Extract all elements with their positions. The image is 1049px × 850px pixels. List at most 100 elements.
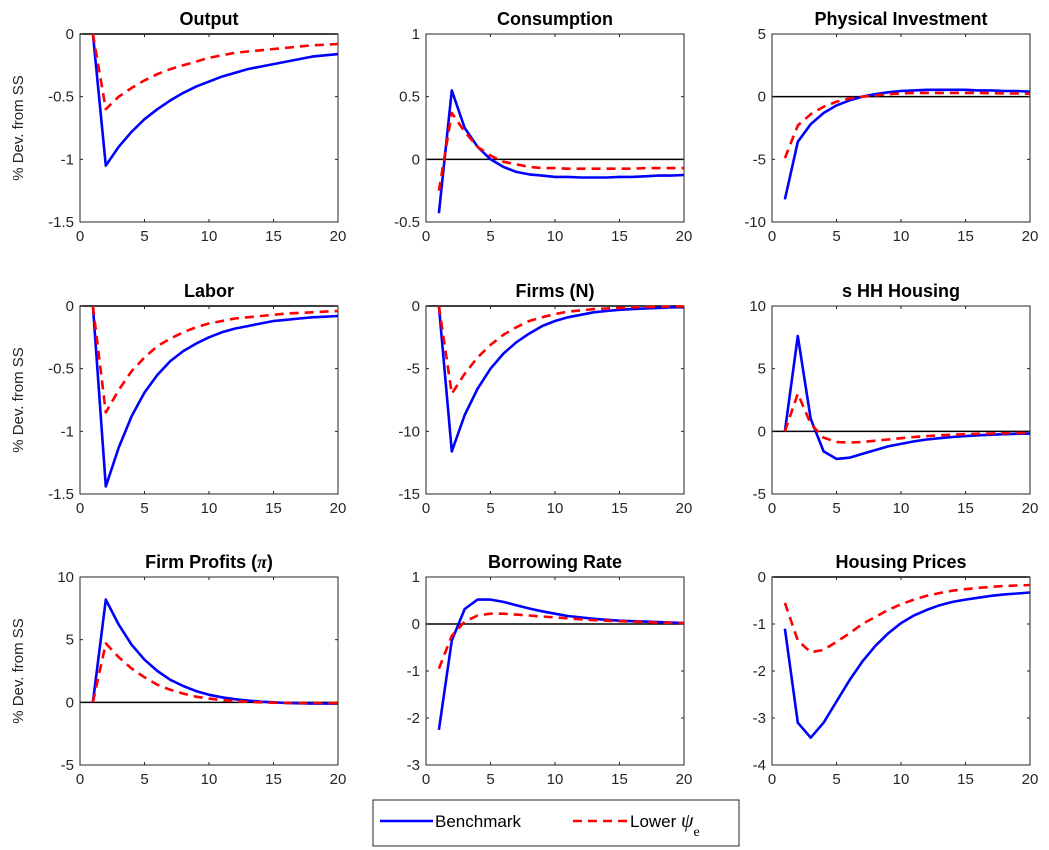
y-tick-label: -1 xyxy=(407,663,420,680)
x-tick-label: 15 xyxy=(957,500,974,517)
x-tick-label: 10 xyxy=(893,771,910,788)
y-axis-label: % Dev. from SS xyxy=(10,347,27,453)
y-tick-label: -2 xyxy=(407,710,420,727)
y-tick-label: -1.5 xyxy=(48,214,74,231)
x-tick-label: 0 xyxy=(422,771,430,788)
x-tick-label: 10 xyxy=(201,500,218,517)
subplot-title: Physical Investment xyxy=(814,9,987,29)
x-tick-label: 0 xyxy=(76,228,84,245)
y-tick-label: -1.5 xyxy=(48,486,74,503)
y-tick-label: 0 xyxy=(758,569,766,586)
y-tick-label: 5 xyxy=(758,26,766,43)
series-lower-psi-e xyxy=(783,583,1031,654)
subplot-4: 0 5 10 15 20 -15 -10 -5 0 Firms (N) xyxy=(398,281,692,517)
y-tick-label: -5 xyxy=(753,486,766,503)
y-tick-label: -5 xyxy=(407,361,420,378)
axes-box xyxy=(425,305,685,495)
x-tick-label: 5 xyxy=(140,228,148,245)
x-tick-label: 15 xyxy=(265,500,282,517)
x-tick-label: 5 xyxy=(832,771,840,788)
subplot-title: Firms (N) xyxy=(515,281,594,301)
legend: Benchmark Lower ψe xyxy=(372,799,740,847)
x-tick-label: 15 xyxy=(611,771,628,788)
y-tick-label: 0 xyxy=(758,89,766,106)
y-tick-label: 0 xyxy=(412,298,420,315)
x-tick-label: 0 xyxy=(422,500,430,517)
y-tick-label: -15 xyxy=(398,486,420,503)
y-tick-label: -3 xyxy=(407,757,420,774)
series-benchmark xyxy=(783,88,1031,200)
y-tick-label: 0.5 xyxy=(399,89,420,106)
y-tick-label: -5 xyxy=(753,151,766,168)
x-tick-label: 5 xyxy=(486,500,494,517)
x-tick-label: 15 xyxy=(265,771,282,788)
x-tick-label: 5 xyxy=(140,771,148,788)
y-tick-label: -3 xyxy=(753,710,766,727)
x-tick-label: 20 xyxy=(330,500,347,517)
x-tick-label: 0 xyxy=(768,228,776,245)
x-tick-label: 10 xyxy=(201,228,218,245)
subplot-title: Housing Prices xyxy=(835,552,966,572)
x-tick-label: 15 xyxy=(957,771,974,788)
x-tick-label: 0 xyxy=(422,228,430,245)
series-lower-psi-e xyxy=(783,392,1031,444)
axes-box xyxy=(79,305,339,495)
x-tick-label: 10 xyxy=(893,500,910,517)
x-tick-label: 15 xyxy=(265,228,282,245)
y-tick-label: 5 xyxy=(758,361,766,378)
x-tick-label: 20 xyxy=(676,500,693,517)
y-tick-label: 0 xyxy=(758,423,766,440)
subplot-0: 0 5 10 15 20 -1.5 -1 -0.5 0 Output % Dev. from SS xyxy=(10,9,346,245)
x-tick-label: 20 xyxy=(330,228,347,245)
x-tick-label: 0 xyxy=(768,771,776,788)
series-benchmark xyxy=(783,591,1031,740)
x-tick-label: 0 xyxy=(768,500,776,517)
series-lower-psi-e xyxy=(437,111,684,191)
x-tick-label: 15 xyxy=(611,500,628,517)
y-tick-label: 10 xyxy=(57,569,74,586)
x-tick-label: 0 xyxy=(76,771,84,788)
y-tick-label: -1 xyxy=(61,151,74,168)
x-tick-label: 20 xyxy=(1022,771,1039,788)
y-tick-label: -4 xyxy=(753,757,766,774)
axes-box xyxy=(79,576,339,766)
x-tick-label: 5 xyxy=(486,771,494,788)
series-lower-psi-e xyxy=(91,33,339,111)
subplot-2: 0 5 10 15 20 -10 -5 0 5 Physical Investment xyxy=(744,9,1038,245)
y-tick-label: 10 xyxy=(749,298,766,315)
y-tick-label: 1 xyxy=(412,26,420,43)
series-benchmark xyxy=(91,305,339,488)
axes-box xyxy=(79,33,339,223)
legend-label-lower: Lower ψe xyxy=(630,810,700,840)
x-tick-label: 5 xyxy=(832,500,840,517)
y-tick-label: -0.5 xyxy=(48,361,74,378)
series-lower-psi-e xyxy=(437,305,685,396)
x-tick-label: 0 xyxy=(76,500,84,517)
subplot-title: Consumption xyxy=(497,9,613,29)
y-tick-label: -10 xyxy=(398,423,420,440)
axes-box xyxy=(771,305,1031,495)
y-tick-label: 0 xyxy=(412,151,420,168)
subplot-title: Labor xyxy=(184,281,234,301)
x-tick-label: 20 xyxy=(330,771,347,788)
subplot-title: s HH Housing xyxy=(842,281,960,301)
y-axis-label: % Dev. from SS xyxy=(10,618,27,724)
x-tick-label: 10 xyxy=(547,500,564,517)
series-lower-psi-e xyxy=(783,91,1031,159)
y-tick-label: -0.5 xyxy=(394,214,420,231)
y-tick-label: 0 xyxy=(412,616,420,633)
y-tick-label: 5 xyxy=(66,632,74,649)
subplot-7: 0 5 10 15 20 -3 -2 -1 0 1 Borrowing Rate xyxy=(407,552,693,788)
y-tick-label: 1 xyxy=(412,569,420,586)
y-tick-label: -5 xyxy=(61,757,74,774)
series-benchmark xyxy=(91,598,338,705)
axes-box xyxy=(771,33,1031,223)
x-tick-label: 5 xyxy=(140,500,148,517)
series-lower-psi-e xyxy=(437,612,685,670)
legend-box xyxy=(372,799,740,847)
y-tick-label: -0.5 xyxy=(48,89,74,106)
series-lower-psi-e xyxy=(91,642,338,705)
subplot-8: 0 5 10 15 20 -4 -3 -2 -1 0 Housing Prices xyxy=(753,552,1039,788)
